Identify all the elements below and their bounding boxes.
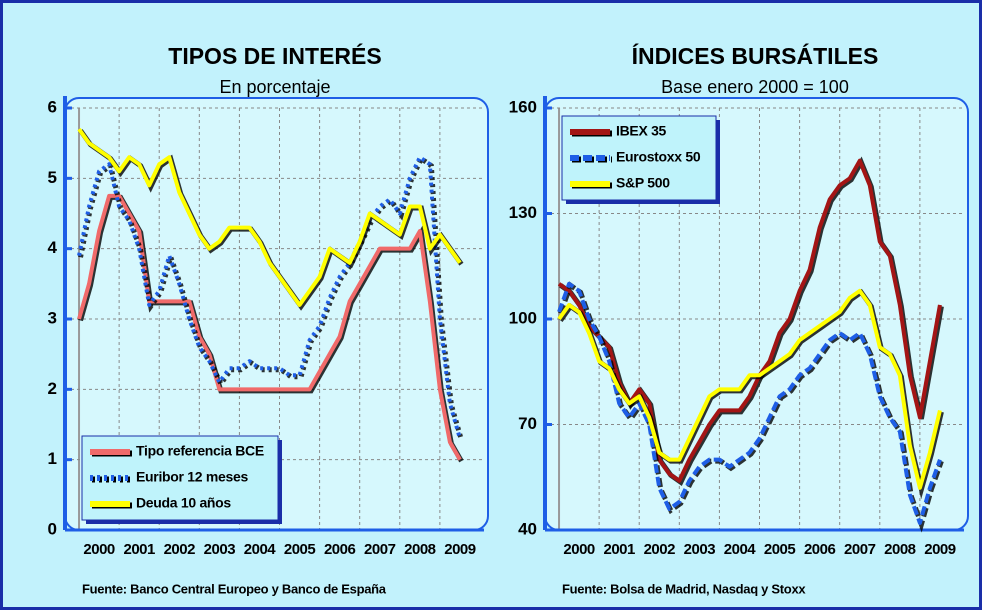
legend-label: Tipo referencia BCE — [136, 443, 264, 459]
y-tick-label: 5 — [48, 168, 57, 187]
y-tick-label: 40 — [518, 519, 537, 538]
x-tick-label: 2009 — [924, 541, 956, 558]
x-tick-label: 2006 — [804, 541, 836, 558]
series-line — [77, 127, 462, 307]
x-tick-label: 2004 — [244, 541, 277, 558]
legend-label: Euribor 12 meses — [136, 469, 248, 485]
y-tick-label: 100 — [509, 308, 537, 327]
x-tick-label: 2005 — [764, 541, 796, 558]
y-tick-label: 3 — [48, 308, 57, 327]
y-tick-label: 70 — [518, 414, 537, 433]
y-tick-label: 4 — [48, 238, 58, 257]
x-tick-label: 2003 — [204, 541, 236, 558]
legend-label: S&P 500 — [616, 175, 670, 191]
series-line — [557, 288, 942, 490]
x-tick-label: 2008 — [404, 541, 436, 558]
line-shadow — [78, 154, 464, 441]
x-tick-label: 2004 — [724, 541, 757, 558]
x-tick-label: 2000 — [563, 541, 595, 558]
x-tick-label: 2002 — [164, 541, 196, 558]
chart-subtitle: Base enero 2000 = 100 — [661, 77, 849, 97]
y-tick-label: 6 — [48, 97, 57, 116]
source: Fuente: Banco Central Europeo y Banco de… — [82, 581, 387, 596]
line-shadow — [558, 281, 944, 533]
x-tick-label: 2002 — [644, 541, 676, 558]
x-tick-label: 2000 — [83, 541, 115, 558]
x-tick-label: 2007 — [364, 541, 396, 558]
chart-subtitle: En porcentaje — [219, 77, 330, 97]
x-tick-label: 2008 — [884, 541, 916, 558]
series-line — [77, 155, 462, 440]
y-tick-label: 1 — [48, 449, 57, 468]
y-tick-label: 160 — [509, 97, 537, 116]
source: Fuente: Bolsa de Madrid, Nasdaq y Stoxx — [562, 581, 806, 596]
x-tick-label: 2003 — [684, 541, 716, 558]
x-tick-label: 2001 — [603, 541, 635, 558]
x-tick-label: 2005 — [284, 541, 316, 558]
legend-label: IBEX 35 — [616, 123, 667, 139]
series-line — [77, 193, 462, 461]
chart-title: ÍNDICES BURSÁTILES — [632, 42, 879, 69]
legend-label: Eurostoxx 50 — [616, 149, 701, 165]
legend-label: Deuda 10 años — [136, 495, 231, 511]
y-tick-label: 2 — [48, 379, 57, 398]
x-tick-label: 2007 — [844, 541, 876, 558]
chart-title: TIPOS DE INTERÉS — [168, 42, 381, 69]
series-line — [557, 281, 942, 525]
x-tick-label: 2006 — [324, 541, 356, 558]
x-tick-label: 2009 — [444, 541, 476, 558]
y-tick-label: 0 — [48, 519, 57, 538]
x-tick-label: 2001 — [123, 541, 155, 558]
y-tick-label: 130 — [509, 203, 537, 222]
